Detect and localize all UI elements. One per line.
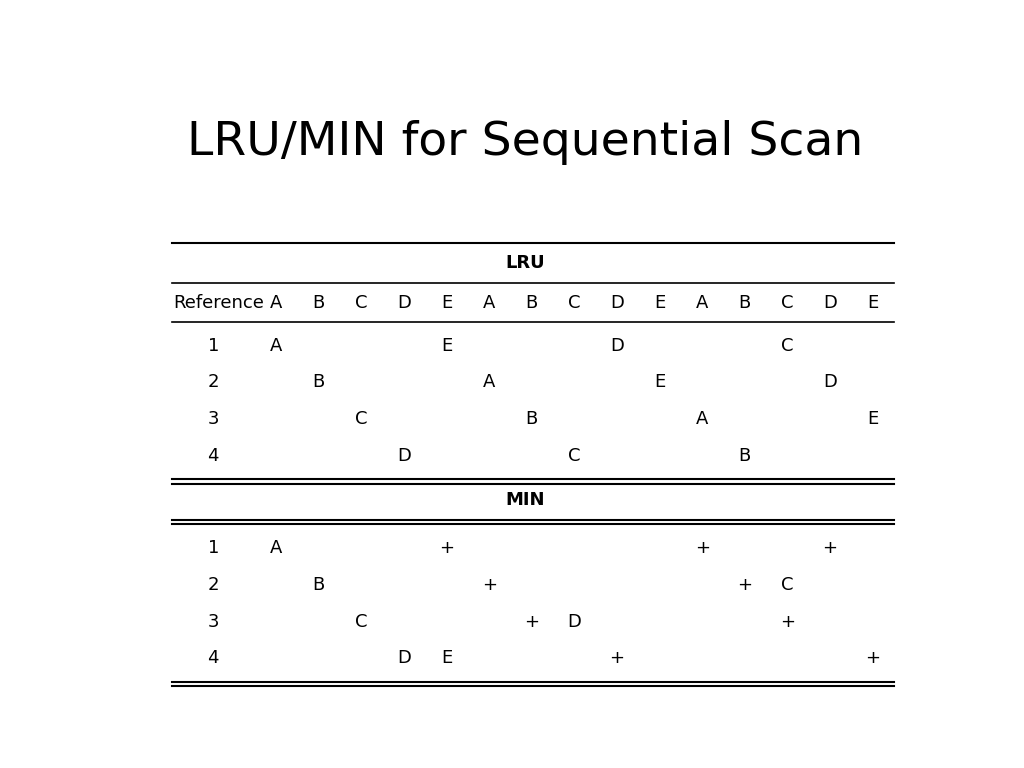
Text: A: A	[696, 410, 709, 428]
Text: E: E	[867, 294, 879, 313]
Text: D: D	[397, 649, 411, 667]
Text: D: D	[567, 613, 582, 631]
Text: +: +	[737, 576, 753, 594]
Text: E: E	[867, 410, 879, 428]
Text: C: C	[568, 447, 581, 465]
Text: E: E	[654, 373, 666, 391]
Text: Reference: Reference	[173, 294, 264, 313]
Text: A: A	[270, 336, 283, 355]
Text: D: D	[397, 447, 411, 465]
Text: +: +	[524, 613, 540, 631]
Text: B: B	[738, 294, 751, 313]
Text: B: B	[312, 373, 325, 391]
Text: D: D	[823, 373, 837, 391]
Text: LRU/MIN for Sequential Scan: LRU/MIN for Sequential Scan	[186, 120, 863, 165]
Text: +: +	[865, 649, 880, 667]
Text: 1: 1	[208, 336, 219, 355]
Text: A: A	[483, 373, 496, 391]
Text: D: D	[397, 294, 411, 313]
Text: B: B	[525, 410, 538, 428]
Text: 2: 2	[208, 373, 219, 391]
Text: B: B	[312, 294, 325, 313]
Text: C: C	[781, 336, 794, 355]
Text: +: +	[694, 539, 710, 558]
Text: +: +	[780, 613, 795, 631]
Text: 4: 4	[208, 447, 219, 465]
Text: 3: 3	[208, 613, 219, 631]
Text: B: B	[312, 576, 325, 594]
Text: MIN: MIN	[505, 491, 545, 509]
Text: D: D	[823, 294, 837, 313]
Text: 1: 1	[208, 539, 219, 558]
Text: C: C	[781, 576, 794, 594]
Text: C: C	[568, 294, 581, 313]
Text: A: A	[483, 294, 496, 313]
Text: +: +	[609, 649, 625, 667]
Text: A: A	[270, 539, 283, 558]
Text: D: D	[610, 336, 624, 355]
Text: LRU: LRU	[505, 254, 545, 272]
Text: E: E	[441, 336, 453, 355]
Text: 3: 3	[208, 410, 219, 428]
Text: C: C	[355, 613, 368, 631]
Text: C: C	[355, 410, 368, 428]
Text: +: +	[439, 539, 454, 558]
Text: +: +	[481, 576, 497, 594]
Text: C: C	[355, 294, 368, 313]
Text: D: D	[610, 294, 624, 313]
Text: A: A	[270, 294, 283, 313]
Text: B: B	[525, 294, 538, 313]
Text: E: E	[654, 294, 666, 313]
Text: B: B	[738, 447, 751, 465]
Text: E: E	[441, 294, 453, 313]
Text: C: C	[781, 294, 794, 313]
Text: A: A	[696, 294, 709, 313]
Text: 2: 2	[208, 576, 219, 594]
Text: 4: 4	[208, 649, 219, 667]
Text: E: E	[441, 649, 453, 667]
Text: +: +	[822, 539, 838, 558]
